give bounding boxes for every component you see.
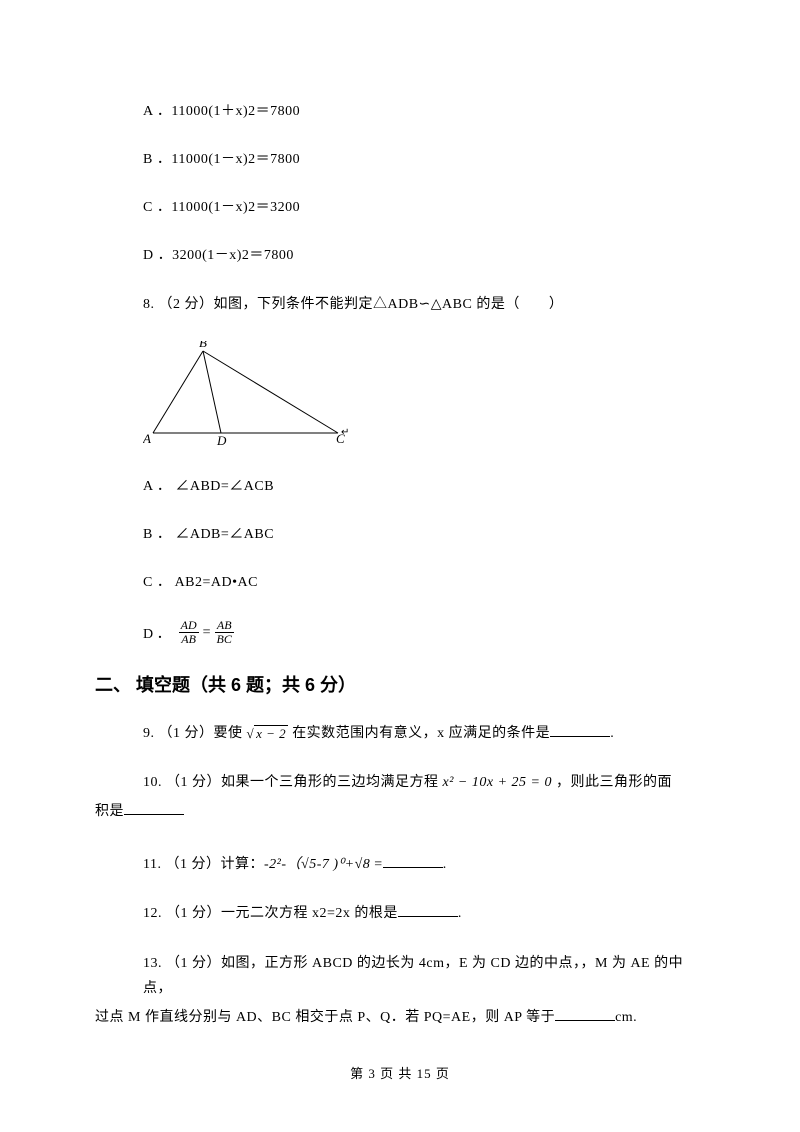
svg-text:D: D: [216, 433, 227, 446]
blank-12: [398, 903, 458, 917]
expr-11: -2²-（√5-7 )⁰+√8: [264, 857, 370, 872]
page-footer: 第 3 页 共 15 页: [0, 1063, 800, 1082]
question-13-line1: 13. （1 分）如图，正方形 ABCD 的边长为 4cm，E 为 CD 边的中…: [95, 951, 705, 1001]
q8-option-b: B ． ∠ADB=∠ABC: [95, 523, 705, 543]
sqrt-icon: √x − 2: [247, 722, 289, 745]
option-d: D ．3200(1－x)2＝7800: [95, 244, 705, 264]
fraction-1: AD AB: [179, 619, 199, 646]
option-a: A ．11000(1＋x)2＝7800: [95, 100, 705, 120]
q8-option-a: A ． ∠ABD=∠ACB: [95, 475, 705, 495]
section-2-header: 二、 填空题（共 6 题；共 6 分）: [95, 671, 705, 697]
q8-option-d-label: D ．: [143, 623, 171, 643]
equation-10: x² − 10x + 25 = 0: [443, 775, 552, 790]
fraction-2: AB BC: [215, 619, 234, 646]
question-10-line2: 积是: [95, 799, 705, 824]
q8-option-d: D ． AD AB = AB BC: [95, 619, 705, 646]
option-b: B ．11000(1－x)2＝7800: [95, 148, 705, 168]
blank-11: [383, 854, 443, 868]
triangle-figure: ABCD↵: [95, 341, 705, 451]
option-c: C ．11000(1－x)2＝3200: [95, 196, 705, 216]
svg-text:↵: ↵: [341, 427, 348, 438]
question-13-line2: 过点 M 作直线分别与 AD、BC 相交于点 P、Q．若 PQ=AE，则 AP …: [95, 1005, 705, 1030]
q8-option-c: C ． AB2=AD•AC: [95, 571, 705, 591]
svg-text:B: B: [199, 341, 207, 350]
blank-13: [555, 1007, 615, 1021]
question-11: 11. （1 分）计算：-2²-（√5-7 )⁰+√8 =.: [95, 852, 705, 877]
question-8-stem: 8. （2 分）如图，下列条件不能判定△ADB∽△ABC 的是（ ）: [95, 292, 705, 317]
question-10-line1: 10. （1 分）如果一个三角形的三边均满足方程 x² − 10x + 25 =…: [95, 770, 705, 795]
svg-text:A: A: [143, 431, 151, 446]
blank-9: [550, 723, 610, 737]
question-12: 12. （1 分）一元二次方程 x2=2x 的根是.: [95, 901, 705, 926]
question-9: 9. （1 分）要使 √x − 2 在实数范围内有意义，x 应满足的条件是.: [95, 721, 705, 746]
blank-10: [124, 801, 184, 815]
